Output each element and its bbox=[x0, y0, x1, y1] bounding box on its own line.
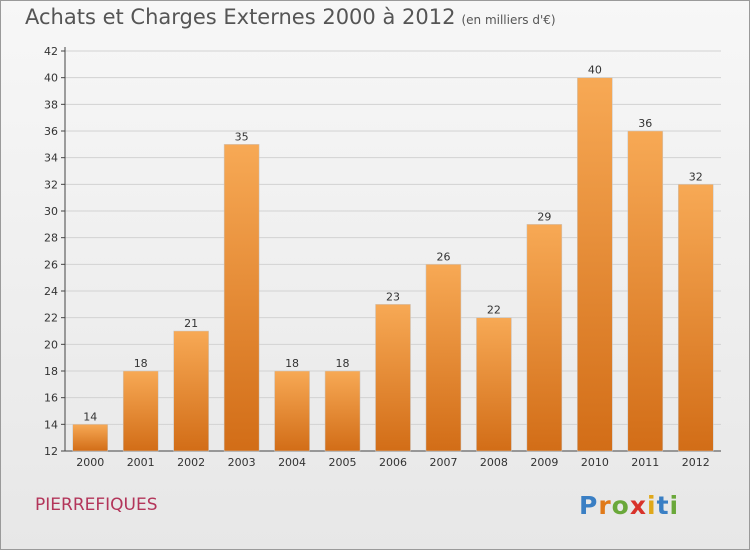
bar-2006 bbox=[375, 304, 411, 452]
x-tick-label: 2006 bbox=[379, 456, 407, 469]
y-tick-label: 38 bbox=[44, 98, 58, 111]
logo-letter: i bbox=[669, 491, 680, 520]
x-tick-label: 2002 bbox=[177, 456, 205, 469]
y-tick-label: 22 bbox=[44, 312, 58, 325]
x-tick-label: 2004 bbox=[278, 456, 306, 469]
y-tick-label: 16 bbox=[44, 392, 58, 405]
x-tick-label: 2007 bbox=[429, 456, 457, 469]
commune-name: PIERREFIQUES bbox=[35, 495, 158, 515]
x-tick-label: 2008 bbox=[480, 456, 508, 469]
y-tick-label: 42 bbox=[44, 45, 58, 58]
x-tick-label: 2001 bbox=[127, 456, 155, 469]
y-tick-label: 30 bbox=[44, 205, 58, 218]
y-tick-label: 34 bbox=[44, 152, 58, 165]
bar-2010 bbox=[577, 77, 613, 452]
y-tick-label: 12 bbox=[44, 445, 58, 458]
x-tick-label: 2005 bbox=[329, 456, 357, 469]
bars bbox=[72, 77, 714, 452]
x-tick-label: 2000 bbox=[76, 456, 104, 469]
x-tick-labels: 2000 2001 2002 2003 2004 2005 2006 2007 2008 2009… bbox=[76, 456, 710, 469]
data-label: 21 bbox=[184, 317, 198, 330]
bar-2005 bbox=[324, 370, 361, 452]
bar-2008 bbox=[476, 317, 512, 452]
chart-title: Achats et Charges Externes 2000 à 2012 (e… bbox=[25, 5, 556, 29]
y-tick-label: 26 bbox=[44, 258, 58, 271]
data-label: 14 bbox=[83, 410, 97, 423]
data-label: 23 bbox=[386, 290, 400, 303]
x-tick-label: 2003 bbox=[228, 456, 256, 469]
y-tick-label: 18 bbox=[44, 365, 58, 378]
x-tick-label: 2010 bbox=[581, 456, 609, 469]
proxiti-logo: Proxiti bbox=[579, 491, 679, 520]
data-label: 35 bbox=[235, 130, 249, 143]
y-tick-label: 32 bbox=[44, 178, 58, 191]
y-tick-label: 40 bbox=[44, 72, 58, 85]
logo-letter: x bbox=[629, 491, 647, 520]
y-tick-label: 28 bbox=[44, 232, 58, 245]
data-label: 18 bbox=[134, 357, 148, 370]
x-tick-label: 2011 bbox=[631, 456, 659, 469]
data-label: 36 bbox=[638, 117, 652, 130]
bar-2003 bbox=[223, 144, 260, 452]
data-label: 29 bbox=[537, 210, 551, 223]
bar-2009 bbox=[526, 224, 563, 452]
bar-2007 bbox=[425, 264, 462, 452]
chart-unit: (en milliers d'€) bbox=[461, 13, 556, 27]
y-tick-label: 24 bbox=[44, 285, 58, 298]
chart-title-text: Achats et Charges Externes 2000 à 2012 bbox=[25, 5, 456, 29]
bar-2004 bbox=[274, 370, 310, 452]
bar-2001 bbox=[122, 370, 159, 452]
x-tick-label: 2012 bbox=[682, 456, 710, 469]
data-labels: 14 18 21 35 18 18 23 26 22 29 40 36 32 bbox=[83, 64, 703, 424]
bar-2000 bbox=[72, 424, 108, 452]
data-label: 40 bbox=[588, 64, 602, 77]
y-tick-labels: 12 14 16 18 20 22 24 26 28 30 32 34 36 38 40 42 bbox=[44, 45, 58, 458]
bar-2012 bbox=[678, 184, 714, 452]
logo-letter: i bbox=[647, 491, 657, 520]
data-label: 26 bbox=[436, 250, 450, 263]
logo-letter: o bbox=[611, 491, 630, 520]
y-tick-label: 20 bbox=[44, 338, 58, 351]
bar-2002 bbox=[173, 330, 209, 452]
data-label: 18 bbox=[336, 357, 350, 370]
logo-letter: P bbox=[579, 491, 599, 520]
logo-letter: r bbox=[598, 491, 612, 520]
data-label: 32 bbox=[689, 170, 703, 183]
y-tick-label: 14 bbox=[44, 418, 58, 431]
data-label: 18 bbox=[285, 357, 299, 370]
x-tick-label: 2009 bbox=[530, 456, 558, 469]
data-label: 22 bbox=[487, 304, 501, 317]
logo-letter: t bbox=[656, 491, 670, 520]
bar-2011 bbox=[627, 130, 664, 452]
y-tick-label: 36 bbox=[44, 125, 58, 138]
